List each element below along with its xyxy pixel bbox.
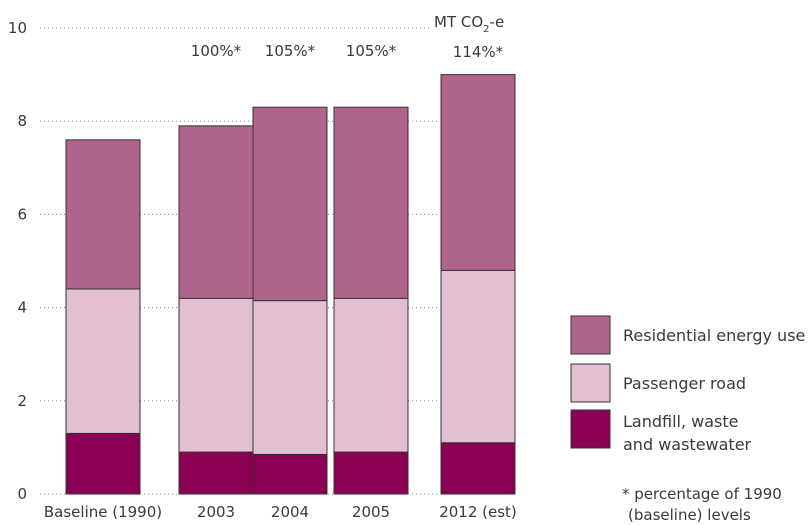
bar-segment-0-2 bbox=[65, 139, 141, 290]
unit-subscript: 2 bbox=[483, 24, 489, 35]
bar-segment-3-2 bbox=[333, 106, 409, 299]
percent-label-2: 105%* bbox=[265, 42, 316, 60]
legend-label-0-0: Residential energy use bbox=[623, 326, 805, 345]
category-label-1: 2003 bbox=[197, 503, 235, 521]
bar-segment-0-0 bbox=[65, 432, 141, 495]
percent-label-4: 114%* bbox=[453, 43, 504, 61]
bar-segment-1-1 bbox=[178, 297, 254, 453]
gridlines bbox=[40, 27, 438, 495]
bar-segment-1-2 bbox=[178, 125, 254, 299]
legend-swatch-2 bbox=[570, 409, 611, 449]
footnote-line-1: (baseline) levels bbox=[628, 506, 751, 524]
bar-segment-4-1 bbox=[440, 269, 516, 444]
category-label-3: 2005 bbox=[352, 503, 390, 521]
unit-label: MT CO2-e bbox=[434, 13, 504, 35]
footnote: * percentage of 1990 (baseline) levels bbox=[622, 485, 782, 524]
y-tick-10: 10 bbox=[8, 19, 27, 37]
y-axis-ticks: 0 2 4 6 8 10 bbox=[8, 19, 27, 503]
percent-labels: 100%* 105%* 105%* 114%* bbox=[191, 42, 504, 61]
bar-segment-1-0 bbox=[178, 451, 254, 495]
percent-label-3: 105%* bbox=[346, 42, 397, 60]
legend-label-1-0: Passenger road bbox=[623, 374, 746, 393]
category-label-2: 2004 bbox=[271, 503, 309, 521]
legend: Residential energy use Passenger road Land… bbox=[570, 315, 805, 454]
legend-label-2-1: and wastewater bbox=[623, 435, 752, 454]
bar-segment-2-0 bbox=[252, 453, 328, 495]
legend-swatch-1 bbox=[570, 363, 611, 403]
category-labels: Baseline (1990) 2003 2004 2005 2012 (est) bbox=[44, 503, 517, 521]
unit-suffix: -e bbox=[490, 13, 505, 31]
bar-segment-4-0 bbox=[440, 442, 516, 495]
footnote-line-0: * percentage of 1990 bbox=[622, 485, 782, 503]
bar-segment-4-2 bbox=[440, 74, 516, 271]
y-tick-4: 4 bbox=[17, 299, 27, 317]
legend-label-2-0: Landfill, waste bbox=[623, 412, 739, 431]
legend-swatch-0 bbox=[570, 315, 611, 355]
bars bbox=[65, 74, 516, 495]
y-tick-0: 0 bbox=[17, 485, 27, 503]
category-label-4: 2012 (est) bbox=[439, 503, 517, 521]
y-tick-2: 2 bbox=[17, 392, 27, 410]
y-tick-6: 6 bbox=[17, 205, 27, 223]
bar-segment-2-2 bbox=[252, 106, 328, 302]
bar-segment-3-0 bbox=[333, 451, 409, 495]
bar-segment-0-1 bbox=[65, 288, 141, 434]
percent-label-1: 100%* bbox=[191, 42, 242, 60]
category-label-0: Baseline (1990) bbox=[44, 503, 162, 521]
y-tick-8: 8 bbox=[17, 112, 27, 130]
unit-prefix: MT CO bbox=[434, 13, 483, 31]
bar-segment-2-1 bbox=[252, 300, 328, 455]
bar-segment-3-1 bbox=[333, 297, 409, 453]
